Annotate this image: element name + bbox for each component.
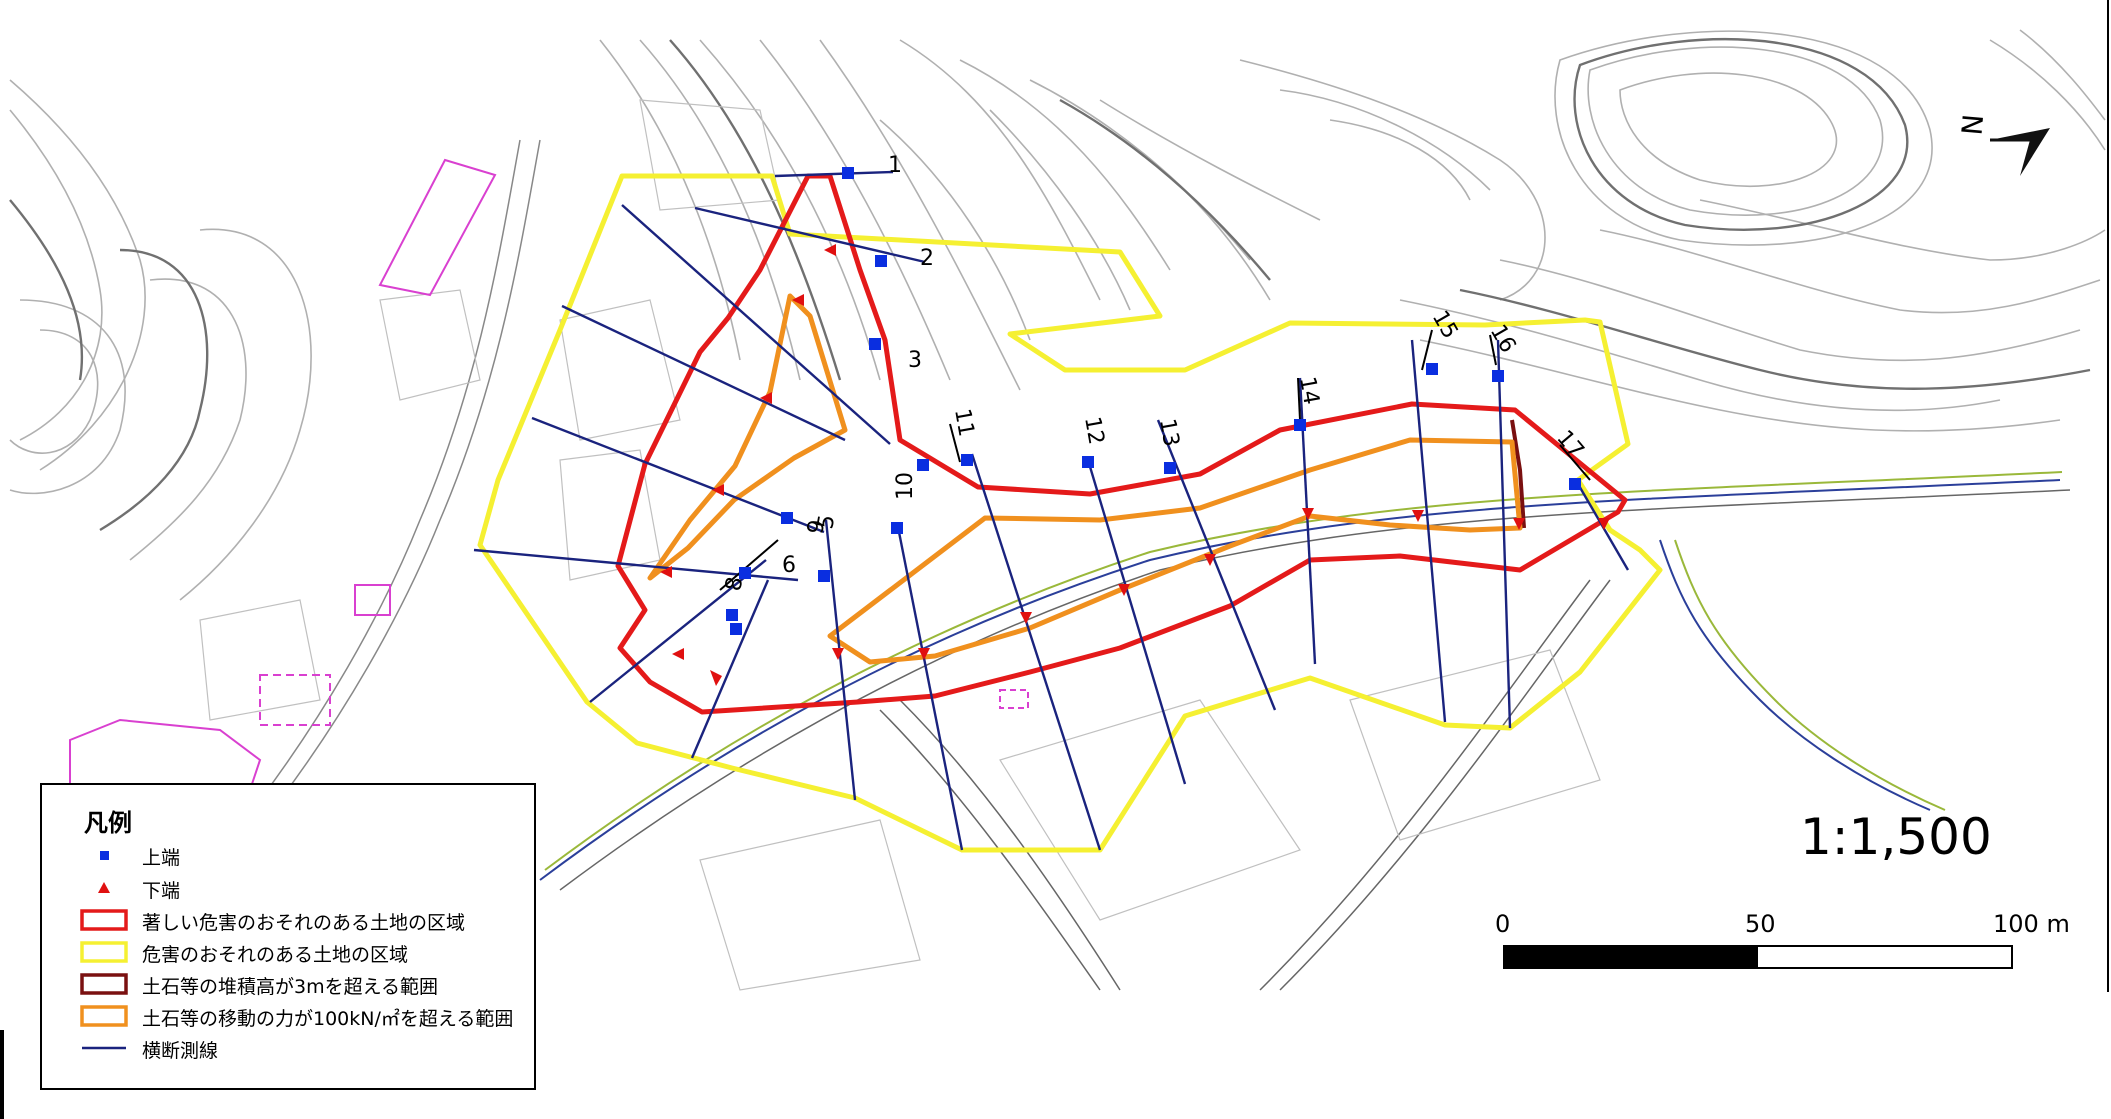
legend-item-brown-zone: 土石等の堆積高が3mを超える範囲 bbox=[42, 969, 522, 999]
upper-marker bbox=[875, 255, 887, 267]
legend-label: 土石等の堆積高が3mを超える範囲 bbox=[142, 976, 439, 998]
legend-item-upper: 上端 bbox=[42, 840, 522, 870]
section-label: 9 bbox=[803, 518, 830, 536]
upper-marker bbox=[781, 512, 793, 524]
upper-marker bbox=[1294, 419, 1306, 431]
scale-bar bbox=[1503, 945, 2013, 969]
upper-markers bbox=[726, 167, 1581, 635]
section-lines bbox=[473, 170, 1630, 851]
blue-square-icon bbox=[100, 851, 109, 860]
lower-marker bbox=[918, 648, 930, 660]
lower-marker bbox=[1118, 584, 1130, 596]
upper-marker bbox=[1569, 478, 1581, 490]
yellow-zone-boundary bbox=[477, 173, 1663, 853]
section-label: 5 bbox=[813, 513, 840, 531]
lower-marker bbox=[1513, 518, 1525, 530]
scale-bar-black-segment bbox=[1505, 947, 1758, 967]
section-label: 17 bbox=[1551, 426, 1588, 464]
red-triangle-icon bbox=[98, 882, 110, 893]
upper-marker bbox=[869, 338, 881, 350]
section-label: 12 bbox=[1079, 415, 1108, 447]
scale-ratio: 1:1,500 bbox=[1800, 808, 1992, 866]
lower-marker bbox=[824, 244, 836, 256]
parcels bbox=[199, 99, 1601, 991]
orange-zone-boundary-lower bbox=[827, 437, 1523, 665]
section-label: 2 bbox=[920, 246, 934, 271]
lower-marker bbox=[1412, 510, 1424, 522]
lower-marker bbox=[672, 648, 684, 660]
yellow-box-icon bbox=[80, 941, 128, 963]
legend: 凡例 上端 下端 著しい危害のおそれのある土地の区域 危害のおそれのある土地の区… bbox=[40, 783, 536, 1090]
brown-zone-boundary bbox=[1510, 419, 1526, 529]
legend-label: 土石等の移動の力が100kN/㎡を超える範囲 bbox=[142, 1008, 514, 1030]
upper-marker bbox=[961, 454, 973, 466]
legend-label: 下端 bbox=[142, 880, 181, 902]
lower-marker bbox=[710, 670, 722, 686]
lower-marker bbox=[1020, 612, 1032, 624]
section-label: 6 bbox=[782, 553, 796, 578]
section-label: 3 bbox=[908, 348, 922, 373]
brown-box-icon bbox=[80, 973, 128, 995]
upper-marker bbox=[1164, 462, 1176, 474]
legend-item-orange-zone: 土石等の移動の力が100kN/㎡を超える範囲 bbox=[42, 1001, 522, 1031]
upper-marker bbox=[842, 167, 854, 179]
section-line-ends bbox=[719, 329, 1591, 591]
contour-lines bbox=[9, 29, 2106, 601]
lower-marker bbox=[712, 484, 724, 496]
orange-zone-boundary bbox=[647, 293, 848, 581]
legend-item-section-line: 横断測線 bbox=[42, 1033, 522, 1063]
scale-tick-50: 50 bbox=[1745, 910, 1776, 938]
upper-marker bbox=[1492, 370, 1504, 382]
index-contours bbox=[9, 38, 2091, 532]
north-arrow: N bbox=[1954, 113, 2050, 176]
legend-title: 凡例 bbox=[84, 809, 132, 837]
lower-marker bbox=[1204, 554, 1216, 566]
legend-item-red-zone: 著しい危害のおそれのある土地の区域 bbox=[42, 905, 522, 935]
section-label: 8 bbox=[721, 575, 748, 593]
red-box-icon bbox=[80, 909, 128, 931]
upper-marker bbox=[1426, 363, 1438, 375]
upper-marker bbox=[891, 522, 903, 534]
lower-marker bbox=[792, 294, 804, 306]
page-edge-mark bbox=[0, 1030, 4, 1119]
navy-line-icon bbox=[82, 1046, 126, 1050]
lower-marker bbox=[1598, 518, 1610, 530]
upper-marker bbox=[730, 623, 742, 635]
lower-marker bbox=[660, 566, 672, 578]
lower-markers bbox=[660, 244, 1610, 686]
north-arrow-icon bbox=[1990, 128, 2050, 176]
roads bbox=[259, 139, 2071, 991]
legend-label: 上端 bbox=[142, 847, 181, 869]
legend-label: 横断測線 bbox=[142, 1040, 219, 1062]
scale-tick-100: 100 m bbox=[1993, 910, 2070, 938]
section-label: 13 bbox=[1154, 417, 1183, 449]
lower-marker bbox=[832, 648, 844, 660]
orange-box-icon bbox=[80, 1005, 128, 1027]
legend-label: 危害のおそれのある土地の区域 bbox=[142, 944, 409, 966]
upper-marker bbox=[739, 567, 751, 579]
legend-label: 著しい危害のおそれのある土地の区域 bbox=[142, 912, 466, 934]
section-label: 14 bbox=[1294, 375, 1323, 407]
section-label: 11 bbox=[949, 407, 978, 439]
upper-marker bbox=[726, 609, 738, 621]
upper-marker bbox=[1082, 456, 1094, 468]
section-label: 1 bbox=[888, 153, 902, 178]
north-label: N bbox=[1954, 113, 1989, 137]
legend-item-lower: 下端 bbox=[42, 873, 522, 903]
upper-marker bbox=[917, 459, 929, 471]
section-label: 10 bbox=[893, 472, 918, 500]
lower-marker bbox=[1302, 508, 1314, 520]
scale-tick-0: 0 bbox=[1495, 910, 1511, 938]
upper-marker bbox=[818, 570, 830, 582]
legend-item-yellow-zone: 危害のおそれのある土地の区域 bbox=[42, 937, 522, 967]
lower-marker bbox=[760, 392, 772, 404]
map-frame bbox=[5, 0, 2109, 992]
